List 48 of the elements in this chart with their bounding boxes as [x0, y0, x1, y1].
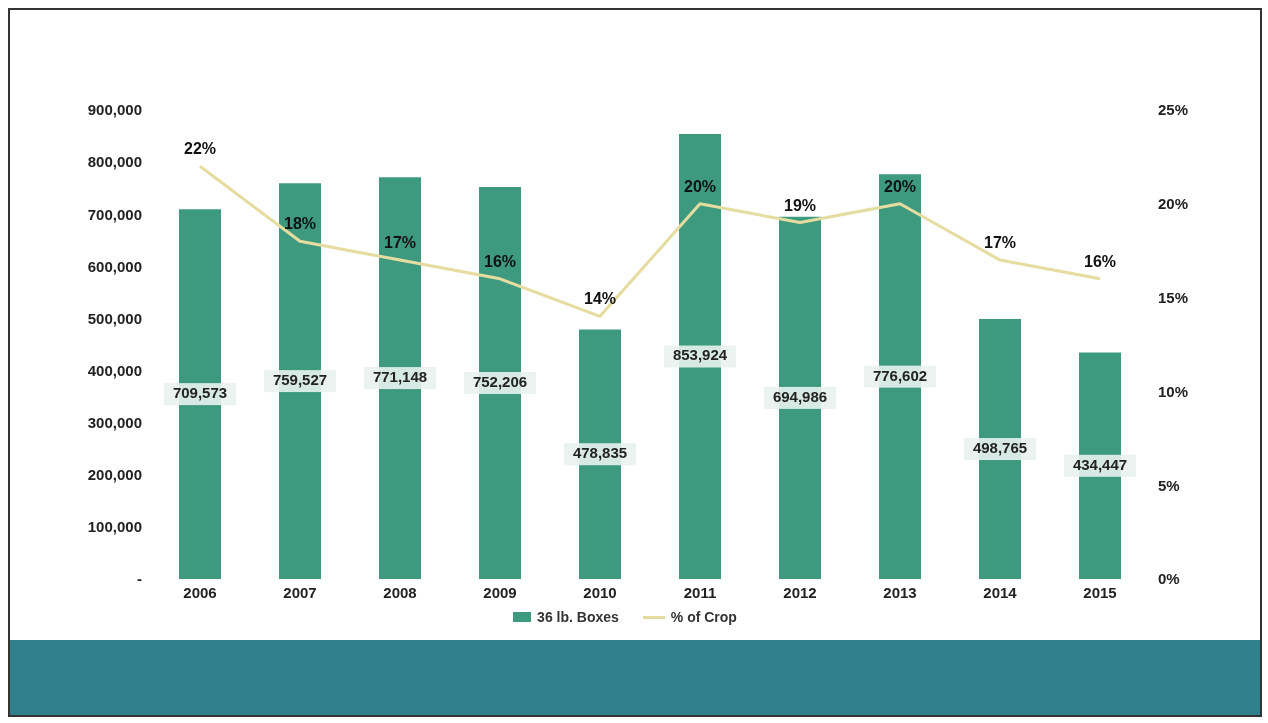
data-label: 14%	[583, 290, 617, 308]
data-label: 17%	[383, 234, 417, 252]
x-tick-label: 2012	[783, 583, 817, 601]
data-label: 20%	[883, 177, 917, 195]
data-label: 759,527	[272, 371, 328, 389]
data-label: 709,573	[172, 384, 228, 402]
y2-tick-label: 15%	[1158, 288, 1189, 306]
x-tick-label: 2010	[583, 583, 617, 601]
data-label: 18%	[283, 215, 317, 233]
x-tick-label: 2013	[883, 583, 917, 601]
y-tick-label: 400,000	[87, 361, 142, 379]
y-tick-label: 200,000	[87, 466, 142, 484]
legend-label: % of Crop	[669, 609, 737, 625]
y-tick-label: 800,000	[87, 153, 142, 171]
data-label: 16%	[483, 252, 517, 270]
data-label: 20%	[683, 177, 717, 195]
y2-tick-label: 25%	[1158, 101, 1189, 119]
y2-tick-label: 0%	[1158, 570, 1180, 588]
data-label: 19%	[783, 196, 817, 214]
y-tick-label: 500,000	[87, 309, 142, 327]
data-label: 752,206	[472, 372, 528, 390]
x-tick-label: 2011	[683, 583, 717, 601]
y-tick-label: -	[137, 570, 142, 588]
x-tick-label: 2007	[283, 583, 317, 601]
y-tick-label: 300,000	[87, 413, 142, 431]
y2-tick-label: 10%	[1158, 382, 1189, 400]
data-label: 478,835	[572, 444, 628, 462]
y-tick-label: 900,000	[87, 101, 142, 119]
x-tick-label: 2009	[483, 583, 517, 601]
x-tick-label: 2006	[183, 583, 217, 601]
y-tick-label: 700,000	[87, 205, 142, 223]
data-label: 434,447	[1072, 455, 1128, 473]
data-label: 16%	[1083, 252, 1117, 270]
legend-label: 36 lb. Boxes	[536, 609, 619, 625]
x-tick-label: 2015	[1083, 583, 1117, 601]
x-tick-label: 2008	[383, 583, 417, 601]
data-label: 498,765	[972, 439, 1028, 457]
y2-tick-label: 20%	[1158, 195, 1189, 213]
x-tick-label: 2014	[983, 583, 1018, 601]
data-label: 22%	[183, 140, 217, 158]
data-label: 776,602	[872, 366, 928, 384]
data-label: 853,924	[672, 346, 728, 364]
data-label: 694,986	[772, 387, 828, 405]
y-tick-label: 600,000	[87, 257, 142, 275]
data-label: 17%	[983, 234, 1017, 252]
y2-tick-label: 5%	[1158, 476, 1180, 494]
y-tick-label: 100,000	[87, 518, 142, 536]
data-label: 771,148	[372, 368, 428, 386]
